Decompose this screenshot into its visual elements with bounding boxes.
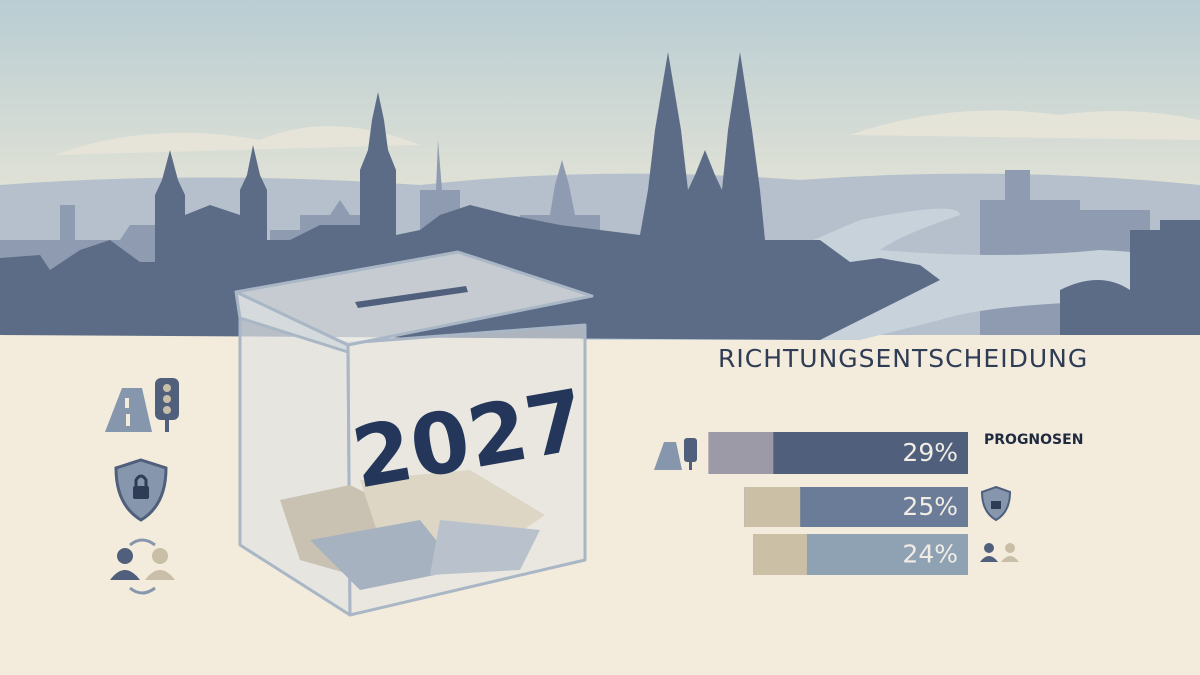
road-icon-small: [654, 438, 697, 470]
legend-label: PROGNOSEN: [984, 432, 1083, 448]
heading: RICHTUNGSENTSCHEIDUNG: [718, 344, 1088, 373]
value-label: 29%: [902, 438, 958, 467]
bar-chart: 29% 25% 24%: [708, 432, 968, 575]
bar-accent: [744, 487, 801, 527]
ballot-box: 2027: [234, 250, 594, 617]
cloud: [850, 110, 1200, 140]
people-icon-small: [980, 543, 1019, 562]
skyline: [0, 52, 940, 340]
shield-icon-small: [980, 485, 1012, 522]
value-label: 24%: [902, 540, 958, 569]
shield-icon: [114, 458, 168, 522]
value-label: 25%: [902, 492, 958, 521]
cloud: [55, 126, 420, 155]
ground: [0, 335, 1200, 675]
people-icon: [110, 538, 175, 595]
bar-accent: [753, 534, 807, 575]
skyline: [1060, 220, 1200, 335]
road-icon: [105, 378, 179, 432]
bar-accent: [708, 432, 774, 474]
